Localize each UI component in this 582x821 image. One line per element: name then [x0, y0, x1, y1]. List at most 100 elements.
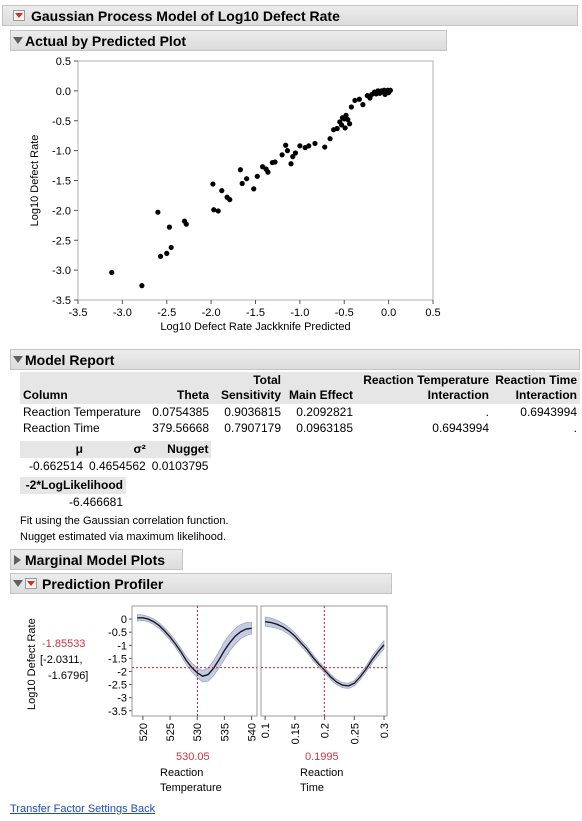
col-header-column: Column	[20, 372, 148, 404]
data-point	[155, 209, 161, 215]
data-point	[168, 244, 174, 251]
collapse-triangle-icon[interactable]	[13, 356, 23, 363]
cell-mu: -0.662514	[28, 459, 83, 473]
data-point	[343, 112, 349, 118]
report-title-bar: Gaussian Process Model of Log10 Defect R…	[2, 5, 578, 26]
factor-current-temperature[interactable]: 530.05	[176, 751, 210, 763]
factor-current-time[interactable]: 0.1995	[305, 751, 339, 763]
expand-triangle-icon[interactable]	[14, 555, 21, 565]
table-header-row: μ σ² Nugget	[20, 441, 212, 458]
data-point	[109, 269, 115, 276]
y-tick-label: -3.5	[52, 295, 71, 307]
x-tick-label: -2.0	[202, 307, 221, 319]
data-point	[338, 122, 345, 128]
profiler-y-tick-label: -1	[117, 640, 127, 652]
data-point	[360, 102, 366, 108]
actual-by-predicted-title: Actual by Predicted Plot	[25, 33, 187, 49]
x-tick-label: -3.0	[113, 307, 132, 319]
collapse-triangle-icon[interactable]	[13, 37, 23, 44]
col-header-loglikelihood: -2*LogLikelihood	[20, 477, 126, 494]
parameter-table: μ σ² Nugget -0.662514 0.4654562 0.010379…	[20, 441, 212, 474]
data-point	[342, 125, 348, 131]
prediction-profiler-header[interactable]: Prediction Profiler	[10, 573, 392, 594]
data-point	[211, 207, 217, 213]
data-point	[283, 142, 289, 148]
data-point	[164, 250, 170, 256]
x-tick-label: -2.5	[157, 307, 176, 319]
profiler-x-tick-label: 520	[138, 723, 150, 741]
profiler-y-tick-label: -2.5	[108, 680, 127, 692]
profiler-x-tick-label: 0.15	[290, 723, 302, 744]
data-point	[254, 173, 260, 179]
row-label: Reaction Temperature	[23, 405, 141, 419]
x-tick-label: 0.0	[381, 307, 396, 319]
factor-label-time-2: Time	[300, 782, 325, 794]
cell-theta: 379.56668	[152, 421, 209, 435]
data-point	[334, 125, 340, 132]
data-point	[306, 143, 312, 149]
profiler-x-tick-label: 0.3	[379, 723, 391, 738]
red-triangle-menu-icon[interactable]	[25, 578, 37, 589]
factor-label-time-1: Reaction	[300, 767, 344, 779]
profiler-x-tick-label: 0.25	[349, 723, 361, 744]
profiler-current-y: -1.85533	[42, 638, 86, 650]
col-header-temperature-interaction: Reaction Temperature Interaction	[356, 372, 492, 404]
confidence-band	[264, 616, 385, 689]
row-label: Reaction Time	[23, 421, 100, 435]
marginal-model-plots-title: Marginal Model Plots	[25, 552, 166, 568]
y-tick-label: -2.0	[52, 205, 71, 217]
transfer-factor-settings-link[interactable]: Transfer Factor Settings Back	[10, 803, 156, 815]
profiler-y-tick-label: 0	[121, 614, 127, 626]
cell-total-sensitivity: 0.7907179	[224, 421, 281, 435]
data-point	[327, 136, 333, 142]
col-header-total-sensitivity: Total Sensitivity	[212, 372, 284, 404]
profiler-x-tick-label: 0.1	[260, 723, 272, 738]
data-point	[210, 181, 216, 187]
data-point	[312, 140, 318, 147]
data-point	[322, 144, 328, 150]
prediction-curve	[137, 617, 252, 677]
data-point	[345, 116, 351, 123]
x-tick-label: -0.5	[335, 307, 354, 319]
data-point	[279, 152, 285, 158]
profiler-x-tick-label: 540	[247, 723, 259, 741]
data-point	[284, 148, 291, 154]
cell-time-interaction: 0.6943994	[520, 405, 577, 419]
model-report-header[interactable]: Model Report	[10, 349, 580, 370]
marginal-model-plots-header[interactable]: Marginal Model Plots	[10, 549, 183, 570]
cell-temperature-interaction: .	[485, 405, 489, 419]
cell-temperature-interaction: 0.6943994	[432, 421, 489, 435]
cell-time-interaction: .	[573, 421, 577, 435]
prediction-profiler-title: Prediction Profiler	[42, 576, 164, 592]
x-tick-label: -1.5	[246, 307, 265, 319]
data-point	[166, 224, 173, 230]
cell-nugget: 0.0103795	[151, 459, 209, 473]
data-point	[219, 188, 225, 194]
y-tick-label: 0.0	[56, 86, 71, 98]
cell-loglikelihood: -6.466681	[68, 495, 123, 509]
table-row: -0.662514 0.4654562 0.0103795	[20, 458, 211, 474]
y-tick-label: -1.5	[52, 176, 71, 188]
red-triangle-menu-icon[interactable]	[13, 10, 25, 21]
cell-main-effect: 0.2092821	[296, 405, 353, 419]
profiler-ci-high: -1.6796]	[48, 670, 89, 682]
report-title: Gaussian Process Model of Log10 Defect R…	[31, 8, 340, 24]
profiler-x-tick-label: 0.2	[320, 723, 332, 738]
data-point	[227, 197, 233, 203]
actual-by-predicted-header[interactable]: Actual by Predicted Plot	[10, 30, 447, 51]
data-point	[297, 143, 303, 149]
model-report-table: Column Theta Total Sensitivity Main Effec…	[20, 372, 580, 436]
data-point	[272, 159, 278, 165]
data-point	[290, 154, 296, 160]
profiler-y-tick-label: -0.5	[108, 627, 127, 639]
fit-note: Fit using the Gaussian correlation funct…	[20, 515, 229, 527]
x-tick-label: 0.5	[425, 307, 440, 319]
profiler-x-tick-label: 525	[165, 723, 177, 741]
data-point	[348, 104, 354, 110]
y-tick-label: -3.0	[52, 265, 71, 277]
collapse-triangle-icon[interactable]	[13, 580, 23, 587]
data-point	[352, 97, 358, 104]
actual-by-predicted-chart: -3.5 -3.0 -2.5 -2.0 -1.5 -1.0 -0.5 0.0 0.5 0.5 0.0…	[29, 56, 441, 333]
model-report-title: Model Report	[25, 352, 115, 368]
